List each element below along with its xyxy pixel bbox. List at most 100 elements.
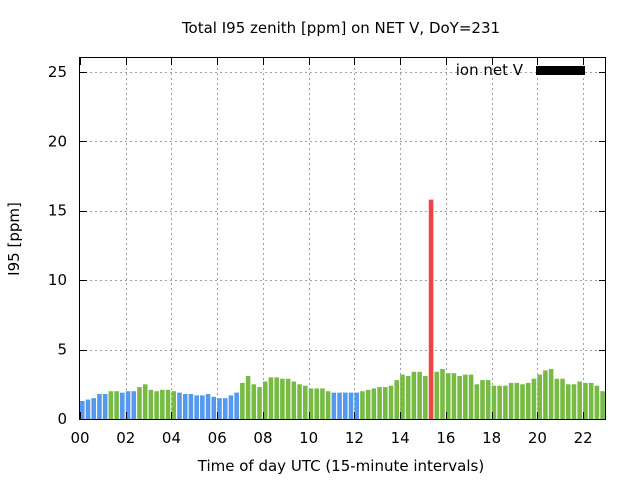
bar [114,391,119,419]
x-tick-label: 00 [70,429,89,447]
bar [354,392,360,419]
bar [194,395,199,419]
bar [171,391,177,419]
bar [348,392,354,419]
y-tick-labels: 0 5 10 15 20 25 [48,63,67,428]
bar [468,374,474,419]
bar [102,394,108,419]
bar [520,384,525,419]
bar [251,384,257,419]
x-tick-label: 16 [436,429,455,447]
bar [154,391,159,419]
bar [548,369,554,419]
bar [97,394,102,419]
y-tick-label: 25 [48,63,67,81]
bar [160,389,165,419]
bar [302,385,308,419]
bar [234,392,239,419]
bar [274,377,279,419]
bar [188,394,194,419]
bar [405,375,411,419]
bar [240,382,245,419]
bar [554,378,560,419]
bar [211,396,217,419]
bar [80,400,85,419]
chart-title: Total I95 zenith [ppm] on NET V, DoY=231 [181,19,500,37]
bar [588,382,594,419]
bar [108,391,114,419]
bar [463,374,468,419]
bar [217,398,222,419]
bar [91,398,97,419]
bar [285,378,291,419]
x-tick-label: 06 [208,429,227,447]
x-tick-label: 02 [116,429,135,447]
y-tick-label: 5 [57,341,67,359]
bar [480,380,485,419]
bar [325,391,331,419]
x-tick-label: 14 [391,429,410,447]
bar [165,389,171,419]
bar [531,378,537,419]
bar [371,388,377,419]
bar [125,391,131,419]
bar [434,371,440,419]
bar [525,382,531,419]
bar [320,388,325,419]
y-tick-label: 0 [57,410,67,428]
y-tick-label: 15 [48,202,67,220]
bar [514,382,520,419]
y-tick-label: 20 [48,132,67,150]
plot-frame [79,57,606,420]
bar [142,384,148,419]
bar [594,385,600,419]
bar [445,373,451,419]
bar [388,385,394,419]
bar [257,387,262,419]
x-tick-label: 08 [253,429,272,447]
bar [177,392,182,419]
ticks [80,58,606,420]
bar [331,392,337,419]
bar [583,382,588,419]
bar [228,395,234,419]
x-tick-label: 12 [345,429,364,447]
bar [491,385,497,419]
bar [148,389,154,419]
bar [537,374,542,419]
bar [560,378,565,419]
bar [497,385,502,419]
bar [182,394,188,419]
legend-label: ion net V [456,61,524,79]
bar [337,392,342,419]
legend-swatch [536,66,585,75]
bar [245,375,251,419]
x-tick-label: 04 [162,429,181,447]
bar [600,391,605,419]
bar [137,387,142,419]
bar [120,392,125,419]
bar [291,381,297,419]
x-tick-label: 22 [574,429,593,447]
y-tick-label: 10 [48,271,67,289]
x-tick-label: 18 [482,429,501,447]
bar [428,199,434,419]
bar [503,385,508,419]
bar [360,391,365,419]
bar [571,384,577,419]
bar [377,387,382,419]
x-axis-label: Time of day UTC (15-minute intervals) [197,457,484,475]
x-tick-label: 10 [299,429,318,447]
bar [343,392,348,419]
bar [394,380,400,419]
bar [565,384,571,419]
bar [314,388,319,419]
x-tick-labels: 00 02 04 06 08 10 12 14 16 18 20 22 [70,429,592,447]
bar [205,394,211,419]
bar [365,389,371,419]
bar [308,388,314,419]
bar [85,399,91,419]
legend: ion net V [456,61,585,79]
y-axis-label: I95 [ppm] [5,202,23,276]
